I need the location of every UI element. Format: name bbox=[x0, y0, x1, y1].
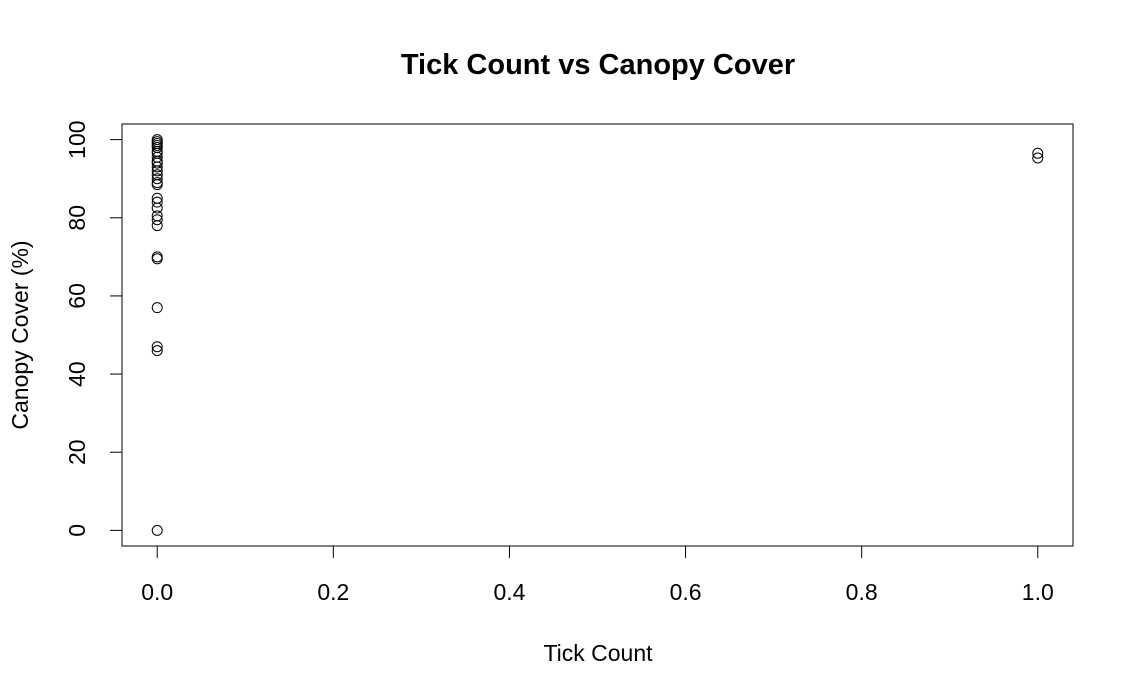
x-tick-label: 1.0 bbox=[1022, 579, 1054, 605]
x-axis: 0.0 0.2 0.4 0.6 0.8 1.0 bbox=[141, 545, 1054, 605]
x-tick-label: 0.4 bbox=[493, 579, 525, 605]
y-tick-label: 0 bbox=[64, 524, 90, 537]
y-axis: 0 20 40 60 80 100 bbox=[64, 120, 123, 537]
data-point bbox=[151, 341, 163, 353]
y-tick-label: 20 bbox=[64, 439, 90, 465]
y-tick-label: 80 bbox=[64, 205, 90, 231]
data-point bbox=[1032, 147, 1044, 159]
x-tick-label: 0.2 bbox=[317, 579, 349, 605]
data-point bbox=[151, 345, 163, 357]
data-point bbox=[151, 302, 163, 314]
data-point bbox=[151, 157, 163, 169]
x-tick-label: 0.8 bbox=[846, 579, 878, 605]
y-tick-label: 60 bbox=[64, 283, 90, 309]
data-point bbox=[151, 173, 163, 185]
data-point bbox=[151, 202, 163, 214]
y-tick-label: 100 bbox=[64, 120, 90, 158]
data-point bbox=[151, 165, 163, 177]
x-axis-label: Tick Count bbox=[543, 640, 653, 666]
y-tick-label: 40 bbox=[64, 361, 90, 387]
plot-frame bbox=[121, 123, 1074, 547]
data-point bbox=[151, 179, 163, 191]
y-axis-label: Canopy Cover (%) bbox=[7, 240, 33, 429]
data-point bbox=[151, 253, 163, 265]
data-point bbox=[151, 161, 163, 173]
data-point bbox=[151, 196, 163, 208]
data-point bbox=[151, 220, 163, 232]
data-points bbox=[151, 134, 1044, 536]
x-tick-label: 0.0 bbox=[141, 579, 173, 605]
x-tick-label: 0.6 bbox=[670, 579, 702, 605]
data-point bbox=[151, 214, 163, 226]
chart-title: Tick Count vs Canopy Cover bbox=[401, 49, 795, 81]
data-point bbox=[1032, 152, 1044, 164]
data-point bbox=[151, 524, 163, 536]
